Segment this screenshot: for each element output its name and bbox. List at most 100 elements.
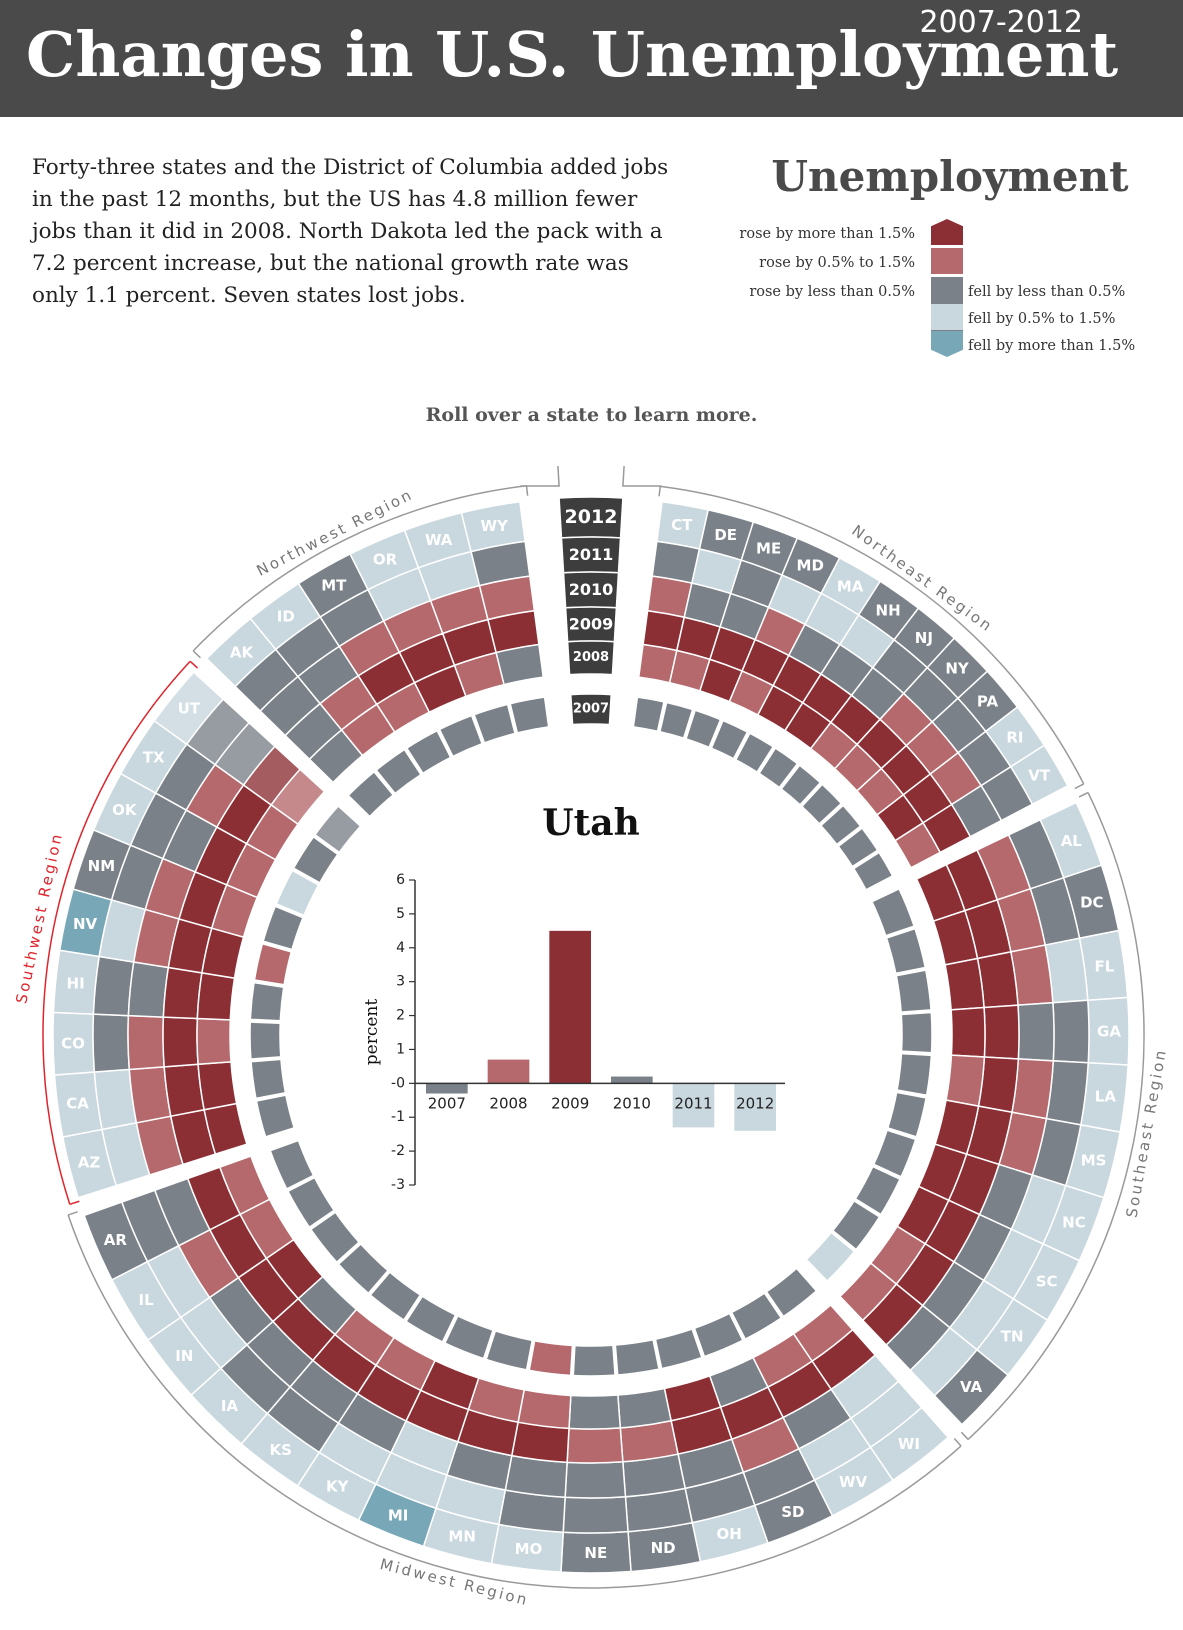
state-cell-nh-2007[interactable] — [758, 747, 799, 789]
state-cell-ia-2007[interactable] — [337, 1242, 390, 1295]
state-cell-sc-2007[interactable] — [854, 1165, 901, 1216]
state-cell-id-2007[interactable] — [375, 748, 422, 795]
state-ri[interactable]: RI — [837, 705, 1046, 868]
state-mo[interactable]: MO — [490, 1339, 574, 1573]
state-nv[interactable]: NV — [58, 888, 293, 986]
state-nc[interactable]: NC — [872, 1129, 1105, 1262]
state-id[interactable]: ID — [249, 582, 422, 795]
state-ms[interactable]: MS — [886, 1091, 1122, 1199]
state-cell-vt-2008[interactable] — [894, 821, 942, 869]
state-cell-mi-2007[interactable] — [443, 1315, 494, 1360]
state-cell-tx-2007[interactable] — [292, 835, 339, 884]
state-cell-co-2007[interactable] — [249, 1021, 282, 1060]
state-cell-nj-2007[interactable] — [780, 764, 822, 806]
state-cell-hi-2007[interactable] — [249, 981, 285, 1022]
state-ne[interactable]: NE — [560, 1344, 632, 1574]
state-cell-nc-2007[interactable] — [872, 1129, 917, 1178]
state-cell-va-2008[interactable] — [838, 1262, 898, 1322]
state-cell-md-2007[interactable] — [710, 719, 749, 760]
state-cell-ak-2007[interactable] — [347, 770, 395, 818]
state-cell-hi-2010[interactable] — [127, 961, 170, 1018]
state-nd[interactable]: ND — [614, 1338, 702, 1573]
state-ky[interactable]: KY — [296, 1295, 457, 1522]
state-cell-ne-2007[interactable] — [572, 1344, 616, 1377]
state-il[interactable]: IL — [110, 1176, 336, 1342]
state-wa[interactable]: WA — [403, 511, 516, 744]
state-va[interactable]: VA — [805, 1231, 1009, 1426]
state-al[interactable]: AL — [871, 801, 1103, 937]
state-cell-fl-2007[interactable] — [895, 969, 932, 1013]
state-cell-in-2007[interactable] — [309, 1211, 361, 1264]
state-cell-vt-2007[interactable] — [852, 851, 894, 891]
state-cell-ct-2007[interactable] — [632, 696, 665, 733]
state-nm[interactable]: NM — [72, 829, 304, 951]
state-cell-fl-2008[interactable] — [944, 957, 985, 1011]
state-nj[interactable]: NJ — [780, 607, 956, 806]
state-cell-nv-2007[interactable] — [253, 942, 293, 986]
state-cell-co-2011[interactable] — [92, 1013, 131, 1073]
state-mi[interactable]: MI — [357, 1315, 494, 1548]
state-or[interactable]: OR — [349, 529, 484, 758]
state-cell-co-2010[interactable] — [127, 1014, 165, 1071]
state-cell-ar-2008[interactable] — [218, 1155, 271, 1216]
state-mn[interactable]: MN — [422, 1329, 534, 1565]
state-cell-ca-2007[interactable] — [250, 1058, 287, 1100]
state-cell-va-2007[interactable] — [805, 1231, 856, 1283]
state-wi[interactable]: WI — [765, 1267, 950, 1482]
state-tn[interactable]: TN — [831, 1199, 1049, 1377]
state-de[interactable]: DE — [659, 509, 755, 740]
state-md[interactable]: MD — [710, 537, 841, 760]
state-cell-de-2007[interactable] — [659, 701, 694, 740]
state-cell-mn-2007[interactable] — [485, 1329, 534, 1371]
state-la[interactable]: LA — [896, 1052, 1129, 1133]
state-cell-nm-2007[interactable] — [262, 905, 304, 951]
state-cell-tn-2007[interactable] — [831, 1199, 881, 1251]
state-cell-wv-2007[interactable] — [730, 1292, 783, 1341]
state-cell-ne-2010[interactable] — [564, 1461, 627, 1499]
state-dc[interactable]: DC — [885, 864, 1120, 975]
state-cell-me-2007[interactable] — [685, 709, 722, 749]
state-cell-az-2007[interactable] — [255, 1094, 296, 1138]
state-cell-ne-2011[interactable] — [562, 1495, 629, 1534]
state-hi[interactable]: HI — [52, 949, 285, 1022]
state-cell-wy-2007[interactable] — [509, 696, 550, 734]
state-cell-la-2008[interactable] — [945, 1054, 986, 1107]
state-cell-ma-2007[interactable] — [734, 732, 775, 774]
state-cell-pa-2007[interactable] — [819, 804, 862, 846]
state-cell-nd-2008[interactable] — [617, 1387, 673, 1429]
state-vt[interactable]: VT — [852, 744, 1069, 891]
state-cell-ca-2008[interactable] — [197, 1061, 238, 1111]
state-cell-co-2009[interactable] — [162, 1016, 199, 1068]
state-cell-al-2007[interactable] — [871, 887, 916, 937]
state-cell-nd-2007[interactable] — [614, 1338, 660, 1376]
state-ia[interactable]: IA — [190, 1242, 390, 1445]
state-cell-ms-2007[interactable] — [886, 1091, 928, 1138]
state-cell-ga-2010[interactable] — [1017, 1001, 1055, 1062]
state-wy[interactable]: WY — [460, 500, 550, 734]
state-cell-ok-2007[interactable] — [275, 869, 320, 917]
state-sc[interactable]: SC — [854, 1165, 1081, 1322]
state-ga[interactable]: GA — [900, 996, 1130, 1066]
state-cell-wy-2008[interactable] — [495, 643, 545, 686]
state-sd[interactable]: SD — [693, 1312, 834, 1545]
state-cell-ut-2008[interactable] — [270, 768, 326, 826]
state-cell-wi-2007[interactable] — [765, 1267, 818, 1318]
state-cell-ky-2007[interactable] — [405, 1295, 457, 1343]
state-cell-ga-2011[interactable] — [1052, 999, 1090, 1064]
state-cell-hi-2009[interactable] — [162, 966, 203, 1020]
state-ak[interactable]: AK — [205, 617, 395, 818]
bar-2009[interactable] — [549, 930, 591, 1084]
state-cell-ne-2009[interactable] — [566, 1427, 624, 1464]
state-ut[interactable]: UT — [153, 671, 362, 854]
bar-2011[interactable] — [672, 1083, 715, 1128]
state-cell-wa-2007[interactable] — [473, 703, 516, 744]
state-cell-oh-2007[interactable] — [654, 1328, 703, 1370]
state-cell-mt-2007[interactable] — [405, 729, 452, 775]
state-ca[interactable]: CA — [53, 1058, 287, 1138]
state-cell-ga-2009[interactable] — [983, 1004, 1020, 1060]
state-cell-ks-2007[interactable] — [369, 1271, 422, 1322]
state-cell-co-2008[interactable] — [196, 1017, 232, 1066]
state-cell-sd-2007[interactable] — [693, 1312, 744, 1358]
state-cell-ne-2008[interactable] — [568, 1394, 622, 1430]
state-cell-ga-2007[interactable] — [900, 1011, 933, 1054]
